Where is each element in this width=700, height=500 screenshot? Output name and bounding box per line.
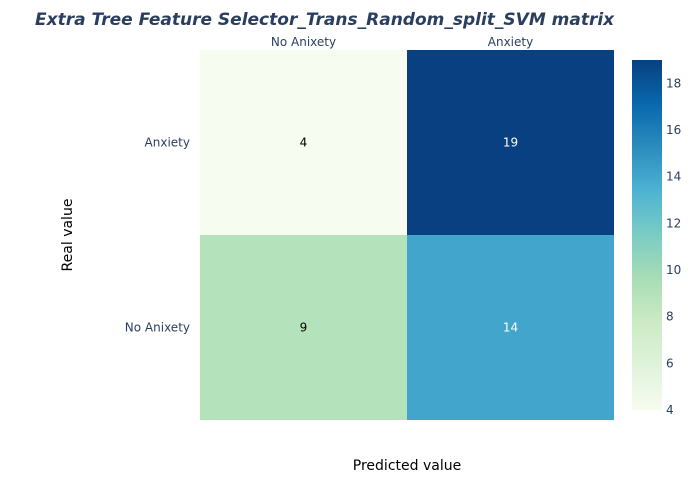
cell-value-label: 14 — [503, 321, 518, 335]
y-tick-label: No Anixety — [125, 321, 190, 335]
colorbar-tick-label: 4 — [666, 403, 674, 417]
cell-value-label: 19 — [503, 136, 518, 150]
x-axis-ticks: No Anixety Anxiety — [271, 35, 533, 49]
colorbar-tick-label: 6 — [666, 356, 674, 370]
cell-value-label: 9 — [300, 321, 308, 335]
heatmap-cell — [200, 235, 407, 420]
y-axis-title: Real value — [60, 199, 76, 272]
x-tick-label: Anxiety — [488, 35, 533, 49]
colorbar-ticks: 4 6 8 10 12 14 16 18 — [666, 76, 681, 417]
cell-value-label: 4 — [300, 136, 308, 150]
colorbar-tick-label: 8 — [666, 310, 674, 324]
heatmap-cells: 4 19 9 14 — [200, 50, 614, 420]
colorbar-tick-label: 18 — [666, 76, 681, 90]
x-axis-title: Predicted value — [353, 458, 461, 474]
heatmap-cell — [407, 235, 614, 420]
colorbar-tick-label: 12 — [666, 216, 681, 230]
colorbar — [632, 60, 662, 410]
colorbar-tick-label: 16 — [666, 123, 681, 137]
colorbar-tick-label: 10 — [666, 263, 681, 277]
heatmap-cell — [407, 50, 614, 235]
chart-title: Extra Tree Feature Selector_Trans_Random… — [35, 10, 615, 30]
heatmap-cell — [200, 50, 407, 235]
colorbar-tick-label: 14 — [666, 170, 681, 184]
x-tick-label: No Anixety — [271, 35, 336, 49]
y-tick-label: Anxiety — [145, 136, 190, 150]
y-axis-ticks: Anxiety No Anixety — [125, 136, 190, 335]
